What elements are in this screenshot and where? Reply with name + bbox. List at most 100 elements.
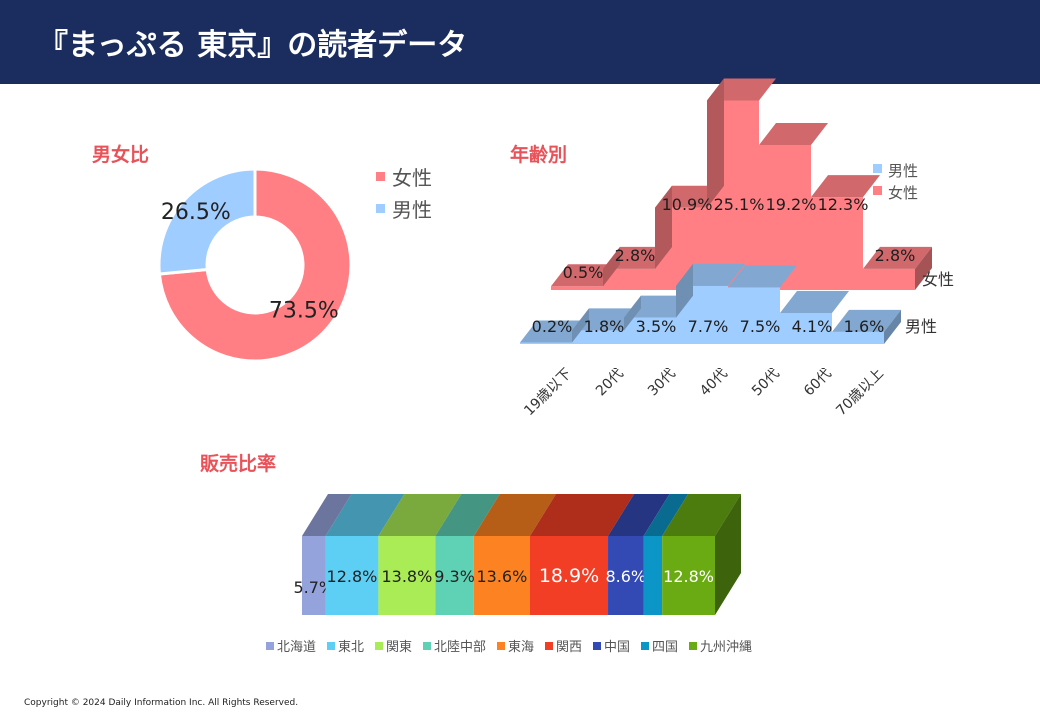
sales-bar-item-5 xyxy=(529,536,609,615)
sales-bar-item-0 xyxy=(302,536,326,615)
donut-slice-item-0 xyxy=(157,167,353,363)
age-riser-item-1-1 xyxy=(603,246,620,287)
donut-legend-swatch-item-0 xyxy=(376,172,385,181)
sales-legend-label-item-5: 関西 xyxy=(556,640,582,655)
sales-legend-swatch-item-0 xyxy=(266,642,274,650)
age-tick-3: 40代 xyxy=(697,366,731,400)
sales-section-title: 販売比率 xyxy=(200,453,277,475)
sales-legend-swatch-item-7 xyxy=(641,642,649,650)
sales-label-item-0: 5.7% xyxy=(293,578,334,597)
donut-legend-label-item-1: 男性 xyxy=(392,198,432,222)
age-top-item-0-1 xyxy=(572,308,641,331)
sales-legend-label-item-0: 北海道 xyxy=(277,640,316,655)
age-label-item-1-0: 0.5% xyxy=(563,263,604,282)
age-label-item-0-4: 7.5% xyxy=(740,317,781,336)
sales-bar-item-1 xyxy=(325,536,379,615)
age-label-item-0-6: 1.6% xyxy=(844,317,885,336)
age-label-item-0-2: 3.5% xyxy=(636,317,677,336)
sales-top-item-3 xyxy=(435,494,500,536)
age-top-item-0-5 xyxy=(780,291,849,314)
age-top-item-0-6 xyxy=(832,309,901,332)
donut-legend-label-item-0: 女性 xyxy=(392,166,432,190)
age-side-item-0 xyxy=(884,309,901,344)
gender-section-title: 男女比 xyxy=(92,144,150,166)
age-top-item-1-3 xyxy=(707,78,776,101)
copyright: Copyright © 2024 Daily Information Inc. … xyxy=(24,698,299,708)
sales-label-item-1: 12.8% xyxy=(327,567,378,586)
age-label-item-0-3: 7.7% xyxy=(688,317,729,336)
age-label-item-1-4: 19.2% xyxy=(766,195,817,214)
sales-legend-label-item-8: 九州沖縄 xyxy=(700,640,752,655)
age-riser-item-0-3 xyxy=(676,263,693,318)
sales-legend-label-item-4: 東海 xyxy=(508,639,534,655)
sales-legend-swatch-item-2 xyxy=(375,642,383,650)
sales-label-item-4: 13.6% xyxy=(476,567,527,586)
age-tick-1: 20代 xyxy=(593,366,627,400)
age-label-item-0-5: 4.1% xyxy=(792,317,833,336)
age-riser-item-0-2 xyxy=(624,295,641,331)
age-side-item-1 xyxy=(915,246,932,290)
header-bar: 『まっぷる 東京』の読者データ xyxy=(0,0,1040,84)
sales-bar-item-8 xyxy=(662,536,715,615)
sales-bar-item-2 xyxy=(378,536,436,615)
age-section-title: 年齢別 xyxy=(510,144,568,166)
age-top-item-0-4 xyxy=(728,265,797,288)
age-riser-item-1-2 xyxy=(655,185,672,269)
age-tick-5: 60代 xyxy=(801,366,835,400)
sales-label-item-8: 12.8% xyxy=(663,567,714,586)
age-label-item-1-6: 2.8% xyxy=(875,246,916,265)
sales-top-item-5 xyxy=(529,494,635,536)
age-front-item-1 xyxy=(551,100,915,291)
age-top-item-0-2 xyxy=(624,295,693,318)
age-series-label-female: 女性 xyxy=(922,270,954,289)
sales-bar-item-4 xyxy=(473,536,530,615)
age-label-item-0-1: 1.8% xyxy=(584,317,625,336)
sales-top-item-7 xyxy=(643,494,689,536)
page-title: 『まっぷる 東京』の読者データ xyxy=(38,28,468,63)
sales-top-item-2 xyxy=(378,494,462,536)
age-tick-6: 70歳以上 xyxy=(833,366,887,420)
sales-top-item-6 xyxy=(608,494,670,536)
sales-legend-label-item-3: 北陸中部 xyxy=(434,639,486,655)
age-legend-label-item-0: 男性 xyxy=(888,162,918,180)
age-top-item-1-1 xyxy=(603,246,672,269)
age-top-item-1-2 xyxy=(655,185,724,208)
sales-legend-label-item-6: 中国 xyxy=(604,640,630,655)
sales-top-item-0 xyxy=(302,494,352,536)
sales-bar-item-6 xyxy=(608,536,644,615)
sales-legend-swatch-item-5 xyxy=(545,642,553,650)
sales-legend-label-item-2: 関東 xyxy=(386,639,412,655)
age-riser-item-1-3 xyxy=(707,78,724,208)
age-top-item-1-5 xyxy=(811,175,880,198)
sales-bar-item-7 xyxy=(643,536,663,615)
age-top-item-1-6 xyxy=(863,246,932,269)
sales-legend-label-item-7: 四国 xyxy=(652,640,678,655)
age-top-item-0-3 xyxy=(676,263,745,286)
sales-legend-label-item-1: 東北 xyxy=(338,639,364,655)
sales-label-item-5: 18.9% xyxy=(539,565,599,587)
age-riser-item-0-1 xyxy=(572,308,589,343)
sales-legend-swatch-item-1 xyxy=(327,642,335,650)
age-top-item-1-4 xyxy=(759,123,828,146)
age-label-item-0-0: 0.2% xyxy=(532,317,573,336)
sales-label-item-3: 9.3% xyxy=(434,567,475,586)
donut-legend-swatch-item-1 xyxy=(376,204,385,213)
age-label-item-1-5: 12.3% xyxy=(818,195,869,214)
age-tick-4: 50代 xyxy=(749,366,783,400)
age-front-item-0 xyxy=(520,285,884,344)
age-legend-swatch-item-1 xyxy=(873,186,882,195)
sales-legend-swatch-item-8 xyxy=(689,642,697,650)
age-tick-0: 19歳以下 xyxy=(521,366,575,420)
age-tick-2: 30代 xyxy=(645,366,679,400)
age-legend-swatch-item-0 xyxy=(873,164,882,173)
sales-legend-swatch-item-6 xyxy=(593,642,601,650)
sales-label-item-6: 8.6% xyxy=(605,567,646,586)
sales-bar-item-3 xyxy=(435,536,474,615)
sales-legend-swatch-item-4 xyxy=(497,642,505,650)
donut-label-item-1: 26.5% xyxy=(161,200,231,225)
donut-slice-item-1 xyxy=(157,167,257,276)
age-label-item-1-3: 25.1% xyxy=(714,195,765,214)
age-top-item-0-0 xyxy=(520,320,589,343)
age-series-label-male: 男性 xyxy=(905,317,937,336)
